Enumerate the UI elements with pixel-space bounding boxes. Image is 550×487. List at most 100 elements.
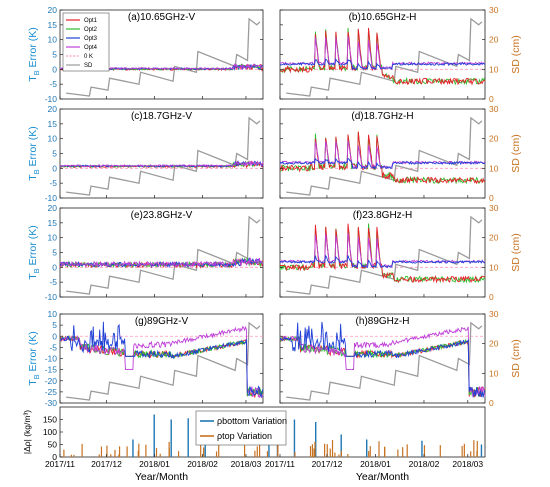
bar-rho-top — [73, 454, 75, 457]
y2-tick-label: 30 — [489, 104, 499, 114]
sd-line — [66, 321, 261, 401]
y2-tick-label: 0 — [489, 398, 494, 408]
y-tick-label: -10 — [45, 292, 58, 302]
y2-tick-label: 0 — [489, 292, 494, 302]
panel-frame — [59, 108, 264, 199]
panel-(e)23.8GHz-V: (e)23.8GHz-V -10 -5 0 5 10 15 20 TB Error (K) — [27, 203, 264, 302]
x-tick-label: 2018/01 — [360, 459, 391, 469]
legend-label: Opt2 — [84, 27, 98, 33]
legend-label: Opt1 — [84, 18, 98, 24]
y-tick-label: -10 — [45, 193, 58, 203]
y-tick-label: 50 — [48, 440, 58, 450]
bar-rho-top — [311, 444, 314, 457]
panel-frame — [279, 207, 486, 298]
bar-rho-bottom — [421, 440, 423, 457]
bar-rho-top — [118, 454, 120, 457]
x-tick-label: 2018/03 — [231, 459, 262, 469]
bar-rho-top — [98, 454, 100, 457]
y2-tick-label: 30 — [489, 5, 499, 15]
bar-rho-top — [324, 443, 326, 457]
y2-axis-label: SD (cm) — [510, 339, 522, 378]
y-tick-label: -10 — [45, 354, 58, 364]
bar-rho-bottom — [480, 444, 483, 457]
panel-title: (a)10.65GHz-V — [128, 12, 196, 23]
bar-rho-top — [338, 454, 340, 457]
bar-rho-top — [340, 450, 342, 457]
y2-axis-label: SD (cm) — [510, 35, 522, 74]
panel-title: (f)23.8GHz-H — [353, 210, 412, 221]
y-axis-label: TB Error (K) — [27, 225, 41, 280]
panel-title: (g)89GHz-V — [135, 316, 189, 327]
bar-rho-top — [159, 453, 161, 457]
bar-rho-top — [384, 446, 386, 457]
y-tick-label: -5 — [49, 277, 57, 287]
series-Opt3 — [279, 321, 486, 398]
bar-legend-box — [195, 410, 287, 446]
series-Opt3 — [279, 254, 485, 269]
bar-rho-top — [100, 446, 103, 457]
y-tick-label: 0 — [52, 64, 57, 74]
y-tick-label: 100 — [43, 427, 57, 437]
y2-axis-label: SD (cm) — [510, 134, 522, 173]
bar-rho-top — [114, 449, 116, 457]
legend-label: 0 K — [84, 54, 93, 60]
legend-box — [62, 12, 110, 72]
y-tick-label: 0 — [52, 163, 57, 173]
bar-legend: ρbottom Variation ρtop Variation — [195, 410, 287, 446]
y-tick-label: 20 — [48, 5, 58, 15]
panel-(b)10.65GHz-H: (b)10.65GHz-H 0 10 20 30 SD (cm) — [279, 5, 522, 104]
bar-rho-top — [177, 451, 180, 457]
bar-rho-bottom — [132, 439, 134, 457]
y-tick-label: -15 — [45, 365, 58, 375]
bar-rho-bottom — [366, 439, 368, 457]
bar-rho-top — [461, 445, 463, 457]
panel-title: (e)23.8GHz-V — [131, 210, 193, 221]
y-tick-label: -5 — [49, 342, 57, 352]
bar-rho-top — [334, 452, 336, 457]
bar-rho-top — [145, 444, 147, 457]
y-axis-label: TB Error (K) — [27, 126, 41, 181]
bar-rho-top — [476, 441, 478, 457]
bar-rho-top — [256, 446, 258, 457]
y-tick-label: 10 — [48, 233, 58, 243]
y-tick-label: 15 — [48, 119, 58, 129]
x-tick-label: 2018/01 — [139, 459, 170, 469]
bar-rho-top — [294, 452, 296, 457]
bar-rho-top — [423, 445, 426, 457]
bar-rho-bottom — [153, 414, 155, 457]
y-tick-label: 10 — [48, 134, 58, 144]
y-tick-label: 0 — [52, 262, 57, 272]
y2-tick-label: 0 — [489, 193, 494, 203]
y-tick-label: 15 — [48, 218, 58, 228]
y2-tick-label: 10 — [489, 163, 499, 173]
bar-rho-top — [259, 444, 261, 457]
bar-rho-top — [329, 448, 331, 457]
bar-rho-top — [218, 440, 220, 457]
y2-tick-label: 10 — [489, 368, 499, 378]
bar-rho-top — [326, 444, 328, 457]
bar-rho-bottom — [187, 418, 189, 457]
y-tick-label: 5 — [52, 50, 57, 60]
series-Opt3 — [279, 157, 486, 170]
series-Opt4 — [59, 160, 264, 168]
bar-rho-top — [313, 448, 315, 457]
y-tick-label: -30 — [45, 398, 58, 408]
bar-rho-top — [203, 447, 205, 457]
y2-axis-label: SD (cm) — [510, 233, 522, 272]
bar-rho-top — [110, 454, 112, 457]
bar-rho-top — [314, 441, 316, 457]
bar-rho-top — [470, 451, 472, 457]
legend-label: SD — [84, 63, 93, 69]
y2-tick-label: 20 — [489, 35, 499, 45]
y2-tick-label: 30 — [489, 309, 499, 319]
bar-rho-top — [200, 442, 202, 457]
bar-rho-top — [331, 440, 334, 457]
series-Opt2 — [59, 334, 264, 397]
y2-tick-label: 30 — [489, 203, 499, 213]
x-tick-label: 2017/11 — [45, 459, 75, 469]
y-tick-label: -10 — [45, 94, 58, 104]
bar-rho-top — [70, 454, 72, 457]
x-tick-label: 2018/02 — [187, 459, 218, 469]
